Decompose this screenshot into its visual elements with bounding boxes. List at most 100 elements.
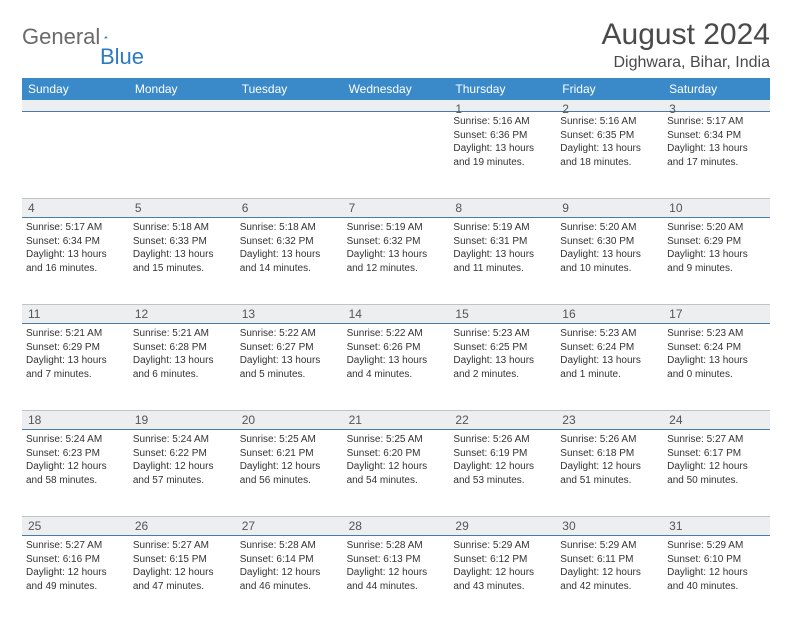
sunrise-text: Sunrise: 5:20 AM — [667, 221, 766, 235]
daylight-text: Daylight: 12 hours — [453, 460, 552, 474]
day-number: 12 — [129, 305, 236, 323]
title-block: August 2024 Dighwara, Bihar, India — [602, 18, 770, 72]
day-number: 8 — [449, 199, 556, 217]
daylight-text: Daylight: 12 hours — [560, 460, 659, 474]
day-number: 17 — [663, 305, 770, 323]
sunset-text: Sunset: 6:32 PM — [347, 235, 446, 249]
daylight-text: and 46 minutes. — [240, 580, 339, 594]
day-cell — [22, 112, 129, 198]
day-cell: Sunrise: 5:25 AMSunset: 6:20 PMDaylight:… — [343, 430, 450, 516]
day-number: 22 — [449, 411, 556, 429]
sunrise-text: Sunrise: 5:24 AM — [133, 433, 232, 447]
day-number: 15 — [449, 305, 556, 323]
day-number: 16 — [556, 305, 663, 323]
sunrise-text: Sunrise: 5:27 AM — [133, 539, 232, 553]
daylight-text: Daylight: 13 hours — [347, 248, 446, 262]
brand-part2: Blue — [100, 44, 144, 70]
daylight-text: Daylight: 12 hours — [560, 566, 659, 580]
day-cell: Sunrise: 5:18 AMSunset: 6:32 PMDaylight:… — [236, 218, 343, 304]
daylight-text: Daylight: 12 hours — [133, 460, 232, 474]
weekday-saturday: Saturday — [663, 78, 770, 100]
day-cell: Sunrise: 5:19 AMSunset: 6:32 PMDaylight:… — [343, 218, 450, 304]
day-number: 9 — [556, 199, 663, 217]
week-row: Sunrise: 5:27 AMSunset: 6:16 PMDaylight:… — [22, 536, 770, 622]
day-number: 25 — [22, 517, 129, 535]
sunrise-text: Sunrise: 5:29 AM — [667, 539, 766, 553]
sunset-text: Sunset: 6:18 PM — [560, 447, 659, 461]
daylight-text: and 53 minutes. — [453, 474, 552, 488]
sunset-text: Sunset: 6:23 PM — [26, 447, 125, 461]
day-number: 23 — [556, 411, 663, 429]
weekday-monday: Monday — [129, 78, 236, 100]
sunrise-text: Sunrise: 5:27 AM — [26, 539, 125, 553]
day-cell: Sunrise: 5:24 AMSunset: 6:22 PMDaylight:… — [129, 430, 236, 516]
sunrise-text: Sunrise: 5:16 AM — [453, 115, 552, 129]
sunset-text: Sunset: 6:10 PM — [667, 553, 766, 567]
daylight-text: Daylight: 13 hours — [560, 248, 659, 262]
daylight-text: Daylight: 13 hours — [667, 354, 766, 368]
sunset-text: Sunset: 6:35 PM — [560, 129, 659, 143]
day-cell: Sunrise: 5:21 AMSunset: 6:29 PMDaylight:… — [22, 324, 129, 410]
weekday-friday: Friday — [556, 78, 663, 100]
day-cell: Sunrise: 5:20 AMSunset: 6:29 PMDaylight:… — [663, 218, 770, 304]
daylight-text: and 7 minutes. — [26, 368, 125, 382]
day-cell: Sunrise: 5:29 AMSunset: 6:12 PMDaylight:… — [449, 536, 556, 622]
daylight-text: Daylight: 13 hours — [240, 354, 339, 368]
day-cell: Sunrise: 5:27 AMSunset: 6:17 PMDaylight:… — [663, 430, 770, 516]
daylight-text: Daylight: 13 hours — [453, 142, 552, 156]
daylight-text: and 1 minute. — [560, 368, 659, 382]
sunrise-text: Sunrise: 5:18 AM — [240, 221, 339, 235]
day-cell: Sunrise: 5:27 AMSunset: 6:15 PMDaylight:… — [129, 536, 236, 622]
sunrise-text: Sunrise: 5:22 AM — [347, 327, 446, 341]
sunset-text: Sunset: 6:20 PM — [347, 447, 446, 461]
sunset-text: Sunset: 6:36 PM — [453, 129, 552, 143]
brand-part1: General — [22, 24, 100, 50]
day-cell: Sunrise: 5:23 AMSunset: 6:24 PMDaylight:… — [663, 324, 770, 410]
day-number: 14 — [343, 305, 450, 323]
sunrise-text: Sunrise: 5:22 AM — [240, 327, 339, 341]
day-cell: Sunrise: 5:17 AMSunset: 6:34 PMDaylight:… — [22, 218, 129, 304]
sunrise-text: Sunrise: 5:21 AM — [133, 327, 232, 341]
daylight-text: and 58 minutes. — [26, 474, 125, 488]
daylight-text: Daylight: 12 hours — [453, 566, 552, 580]
sunset-text: Sunset: 6:29 PM — [26, 341, 125, 355]
daylight-text: and 0 minutes. — [667, 368, 766, 382]
daylight-text: Daylight: 13 hours — [133, 248, 232, 262]
day-cell — [236, 112, 343, 198]
calendar-grid: Sunday Monday Tuesday Wednesday Thursday… — [22, 78, 770, 622]
sunset-text: Sunset: 6:24 PM — [667, 341, 766, 355]
sunset-text: Sunset: 6:14 PM — [240, 553, 339, 567]
sunrise-text: Sunrise: 5:29 AM — [560, 539, 659, 553]
daylight-text: Daylight: 12 hours — [133, 566, 232, 580]
sunset-text: Sunset: 6:28 PM — [133, 341, 232, 355]
sunset-text: Sunset: 6:13 PM — [347, 553, 446, 567]
day-cell: Sunrise: 5:26 AMSunset: 6:19 PMDaylight:… — [449, 430, 556, 516]
daylight-text: and 15 minutes. — [133, 262, 232, 276]
daylight-text: Daylight: 12 hours — [240, 460, 339, 474]
day-number: 21 — [343, 411, 450, 429]
sunrise-text: Sunrise: 5:21 AM — [26, 327, 125, 341]
day-number: 30 — [556, 517, 663, 535]
sunset-text: Sunset: 6:26 PM — [347, 341, 446, 355]
day-cell: Sunrise: 5:24 AMSunset: 6:23 PMDaylight:… — [22, 430, 129, 516]
daylight-text: and 18 minutes. — [560, 156, 659, 170]
day-cell: Sunrise: 5:16 AMSunset: 6:35 PMDaylight:… — [556, 112, 663, 198]
sunrise-text: Sunrise: 5:23 AM — [453, 327, 552, 341]
daylight-text: and 56 minutes. — [240, 474, 339, 488]
day-cell — [129, 112, 236, 198]
sunset-text: Sunset: 6:34 PM — [667, 129, 766, 143]
day-cell: Sunrise: 5:25 AMSunset: 6:21 PMDaylight:… — [236, 430, 343, 516]
day-number: 24 — [663, 411, 770, 429]
day-number-row: 11121314151617 — [22, 304, 770, 324]
calendar-page: General August 2024 Dighwara, Bihar, Ind… — [0, 0, 792, 622]
weeks-container: 123Sunrise: 5:16 AMSunset: 6:36 PMDaylig… — [22, 100, 770, 622]
day-number: 26 — [129, 517, 236, 535]
daylight-text: Daylight: 13 hours — [26, 354, 125, 368]
week-row: Sunrise: 5:16 AMSunset: 6:36 PMDaylight:… — [22, 112, 770, 198]
day-cell: Sunrise: 5:21 AMSunset: 6:28 PMDaylight:… — [129, 324, 236, 410]
daylight-text: and 19 minutes. — [453, 156, 552, 170]
sunset-text: Sunset: 6:21 PM — [240, 447, 339, 461]
daylight-text: and 51 minutes. — [560, 474, 659, 488]
daylight-text: and 4 minutes. — [347, 368, 446, 382]
daylight-text: Daylight: 13 hours — [560, 142, 659, 156]
